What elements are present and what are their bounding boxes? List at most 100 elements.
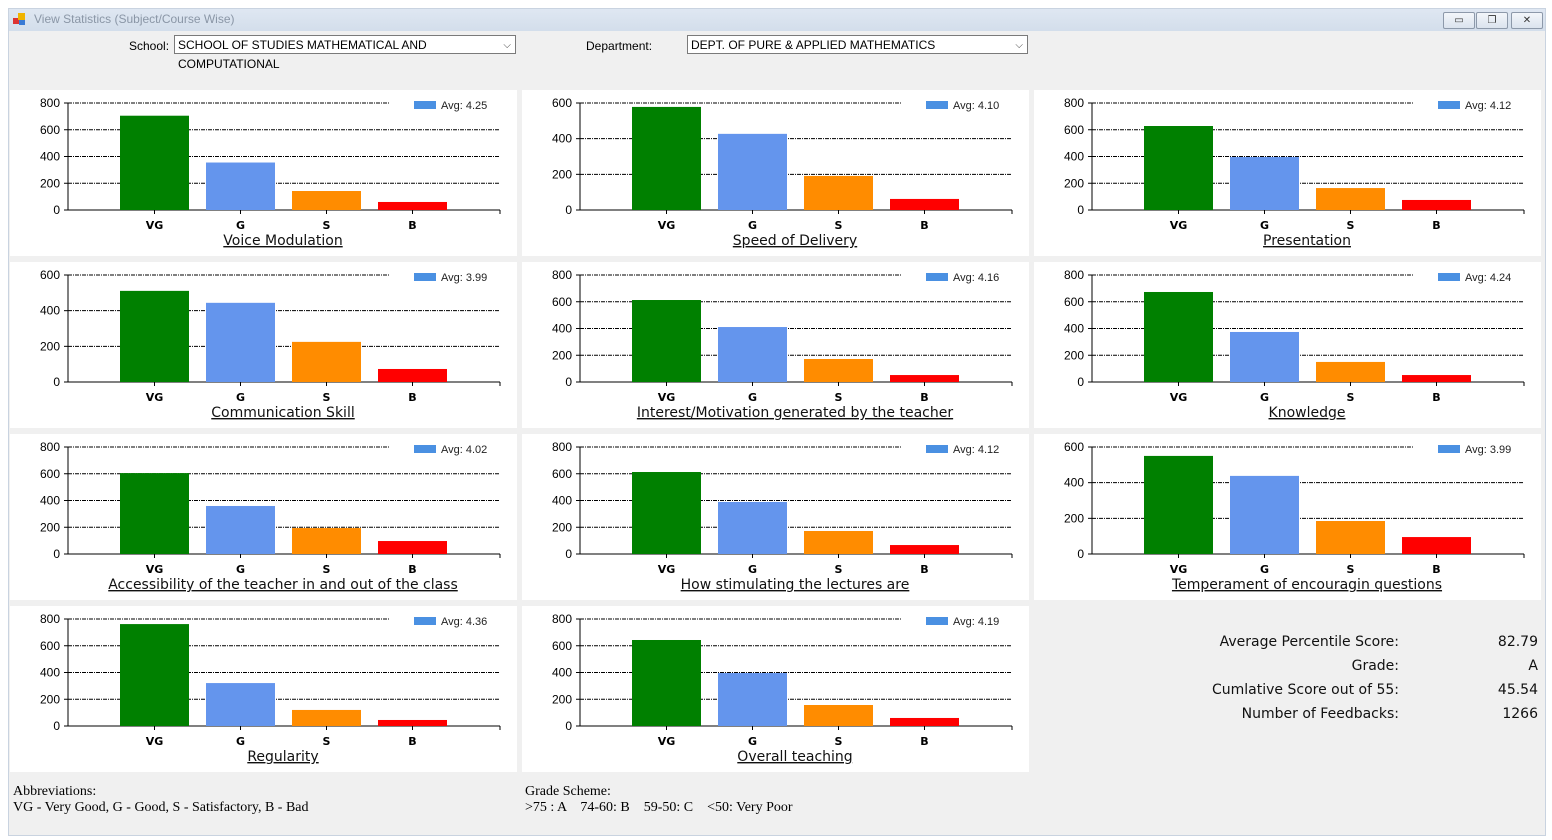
x-tick-label: G [748, 735, 757, 748]
x-tick-label: S [323, 391, 331, 404]
bar-vg [632, 639, 701, 726]
school-select[interactable]: SCHOOL OF STUDIES MATHEMATICAL AND COMPU… [174, 35, 516, 71]
bar-chart: 0 200 400 600 800 VG G S B Avg: 4.24 Knowledge [1064, 268, 1525, 421]
x-tick-label: G [236, 735, 245, 748]
close-button[interactable]: ✕ [1511, 12, 1543, 29]
bar-s [292, 191, 361, 210]
bar-vg [632, 472, 701, 554]
chart-panel: 0 200 400 600 VG G S B Avg: 4.10 Speed of Deliver… [522, 90, 1029, 256]
y-tick-label: 200 [552, 520, 572, 534]
y-tick-label: 400 [552, 322, 572, 336]
x-tick-label: S [835, 563, 843, 576]
bar-g [718, 133, 787, 210]
bar-vg [1144, 291, 1213, 382]
x-tick-label: VG [146, 219, 164, 232]
legend-label: Avg: 3.99 [1465, 444, 1511, 456]
y-tick-label: 0 [1077, 547, 1084, 561]
x-tick-label: VG [658, 219, 676, 232]
chart-title: Voice Modulation [223, 233, 342, 249]
x-tick-label: B [920, 735, 928, 748]
y-tick-label: 400 [40, 150, 60, 164]
bar-b [890, 717, 959, 726]
x-tick-label: S [323, 563, 331, 576]
y-tick-label: 600 [40, 639, 60, 653]
department-label: Department: [586, 39, 653, 53]
x-tick-label: B [408, 563, 416, 576]
chevron-down-icon: ⌵ [1015, 40, 1023, 51]
chart-title: Accessibility of the teacher in and out … [108, 577, 458, 593]
school-label: School: [129, 39, 170, 53]
legend-label: Avg: 4.10 [953, 100, 999, 112]
legend-label: Avg: 4.24 [1465, 272, 1511, 284]
x-tick-label: VG [658, 563, 676, 576]
x-tick-label: B [920, 563, 928, 576]
y-tick-label: 200 [40, 520, 60, 534]
minimize-button[interactable]: ▭ [1443, 12, 1475, 29]
legend-swatch [414, 273, 436, 281]
stat-avg-percentile: Average Percentile Score: 82.79 [1140, 630, 1538, 654]
legend-swatch [414, 101, 436, 109]
y-tick-label: 800 [1064, 268, 1084, 282]
restore-button[interactable]: ❐ [1476, 12, 1508, 29]
legend-label: Avg: 4.16 [953, 272, 999, 284]
y-tick-label: 0 [53, 547, 60, 561]
chart-title: Knowledge [1269, 405, 1346, 421]
department-select[interactable]: DEPT. OF PURE & APPLIED MATHEMATICS ⌵ [687, 35, 1028, 54]
x-tick-label: B [1432, 563, 1440, 576]
y-tick-label: 600 [40, 467, 60, 481]
bar-chart: 0 200 400 600 800 VG G S B Avg: 4.36 Regularity [40, 612, 501, 765]
y-tick-label: 400 [552, 494, 572, 508]
chart-panel: 0 200 400 600 800 VG G S B Avg: 4.02 Accessibility… [10, 434, 517, 600]
x-tick-label: G [1260, 563, 1269, 576]
abbreviations-text: VG - Very Good, G - Good, S - Satisfacto… [13, 800, 309, 815]
bar-g [718, 327, 787, 382]
bar-vg [120, 624, 189, 726]
chart-title: Temperament of encouragin questions [1171, 577, 1442, 593]
x-tick-label: VG [146, 563, 164, 576]
y-tick-label: 600 [552, 295, 572, 309]
bar-s [804, 175, 873, 210]
y-tick-label: 200 [40, 339, 60, 353]
y-tick-label: 200 [1064, 348, 1084, 362]
bar-b [378, 719, 447, 726]
y-tick-label: 400 [1064, 322, 1084, 336]
legend-swatch [926, 273, 948, 281]
x-tick-label: VG [658, 391, 676, 404]
bar-g [718, 501, 787, 554]
bar-s [1316, 188, 1385, 210]
grade-scheme-title: Grade Scheme: [525, 784, 611, 799]
y-tick-label: 800 [40, 96, 60, 110]
y-tick-label: 400 [40, 304, 60, 318]
bar-chart: 0 200 400 600 VG G S B Avg: 4.10 Speed of Deliver… [552, 96, 1013, 249]
stat-value: 82.79 [1497, 634, 1538, 650]
abbreviations-note: Abbreviations: VG - Very Good, G - Good,… [13, 784, 309, 816]
x-tick-label: S [835, 735, 843, 748]
grade-scheme-text: >75 : A 74-60: B 59-50: C <50: Very Poor [525, 800, 793, 815]
y-tick-label: 600 [552, 467, 572, 481]
bar-s [1316, 521, 1385, 554]
x-tick-label: B [920, 391, 928, 404]
chart-panel: 0 200 400 600 800 VG G S B Avg: 4.24 Knowledge [1034, 262, 1541, 428]
chart-panel: 0 200 400 600 VG G S B Avg: 3.99 Temperament of e… [1034, 434, 1541, 600]
legend-swatch [926, 101, 948, 109]
bar-chart: 0 200 400 600 800 VG G S B Avg: 4.12 How stimulati… [552, 440, 1013, 593]
bar-b [890, 375, 959, 382]
y-tick-label: 600 [1064, 123, 1084, 137]
legend-swatch [1438, 101, 1460, 109]
chart-panel: 0 200 400 600 800 VG G S B Avg: 4.12 Presentation [1034, 90, 1541, 256]
y-tick-label: 0 [53, 719, 60, 733]
department-value: DEPT. OF PURE & APPLIED MATHEMATICS [691, 38, 936, 52]
legend-label: Avg: 4.12 [953, 444, 999, 456]
x-tick-label: S [835, 219, 843, 232]
x-tick-label: G [236, 391, 245, 404]
x-tick-label: G [1260, 219, 1269, 232]
x-tick-label: B [1432, 391, 1440, 404]
y-tick-label: 600 [552, 96, 572, 110]
y-tick-label: 400 [552, 132, 572, 146]
y-tick-label: 0 [53, 375, 60, 389]
x-tick-label: VG [146, 391, 164, 404]
bar-g [206, 302, 275, 382]
legend-label: Avg: 4.36 [441, 616, 487, 628]
bar-chart: 0 200 400 600 VG G S B Avg: 3.99 Communication Sk… [40, 268, 501, 421]
chart-title: How stimulating the lectures are [681, 577, 910, 593]
